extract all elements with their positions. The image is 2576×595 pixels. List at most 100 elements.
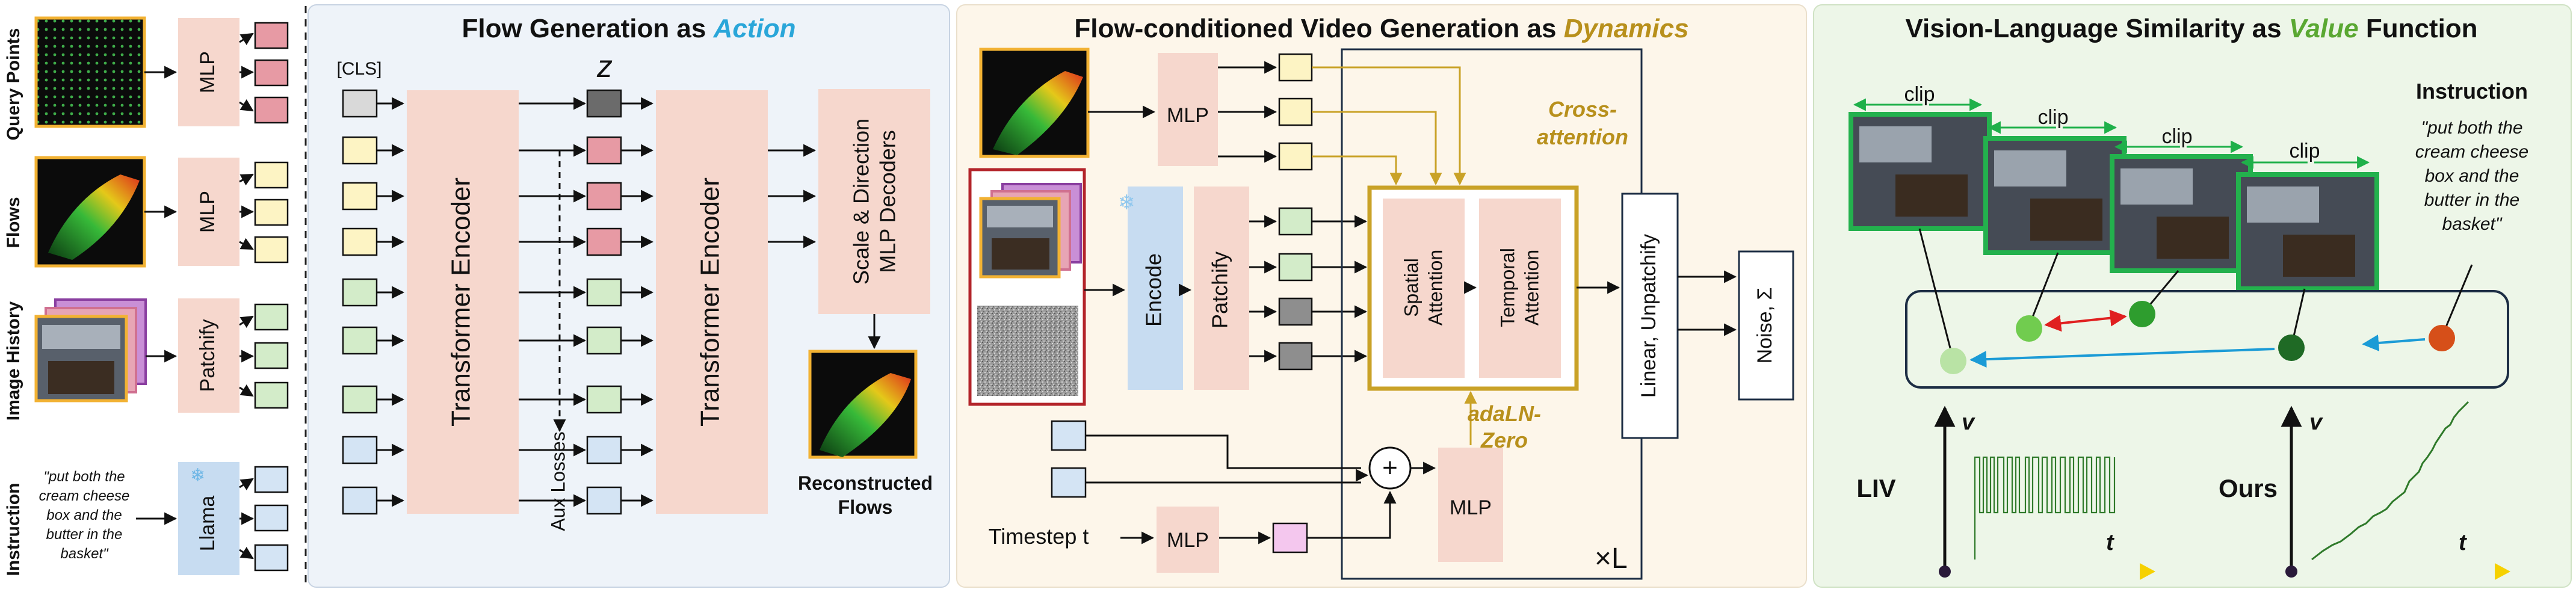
encode-box	[1128, 187, 1183, 390]
temporal-label: Temporal	[1496, 248, 1518, 327]
frozen-snowflake-icon: ❄	[1118, 191, 1135, 214]
reconstructed-flows-image	[808, 350, 918, 459]
embedding-space-box	[1905, 290, 2509, 389]
value-axis-label: v	[1962, 410, 1975, 435]
cross-attention-arrows	[1312, 66, 1466, 186]
mlp-label: MLP	[1167, 529, 1209, 552]
decoder-label: Scale & Direction	[849, 119, 874, 285]
similarity-arrow-red	[2044, 309, 2127, 332]
instruction-text-left: "put both the cream cheese box and the b…	[39, 469, 130, 562]
instruction-line: "put both the	[43, 469, 125, 485]
encoder-label: Transformer Encoder	[696, 177, 725, 427]
row-label-image-history: Image History	[4, 301, 23, 421]
video-frames-input	[968, 168, 1086, 406]
instruction-text-right: "put both the cream cheese box and the b…	[2415, 118, 2528, 234]
spatial-attention-box	[1383, 199, 1465, 378]
cross-attention-label: attention	[1537, 125, 1628, 149]
liv-label: LIV	[1856, 474, 1895, 502]
clip-label: clip	[2161, 125, 2192, 148]
instruction-line: cream cheese	[2415, 142, 2528, 162]
video-tokens	[1278, 207, 1313, 371]
flow-input-image	[979, 48, 1090, 158]
panel2-title: Flow-conditioned Video Generation as Dyn…	[1074, 14, 1688, 43]
noise-frame	[977, 306, 1078, 396]
time-axis-label: t	[2106, 530, 2114, 555]
mlp-label: MLP	[196, 51, 219, 93]
instruction-line: basket"	[60, 546, 109, 562]
timestep-token	[1272, 522, 1308, 553]
mlp-box-flows	[178, 158, 239, 266]
instruction-line: butter in the	[2424, 190, 2519, 210]
language-condition-tokens	[1051, 420, 1087, 498]
row-label-query-points: Query Points	[4, 28, 23, 141]
value-axis-label: v	[2309, 410, 2323, 435]
transformer-encoder-2	[656, 90, 768, 514]
ours-label: Ours	[2219, 474, 2278, 502]
aux-losses-connector	[539, 149, 561, 421]
embedding-point	[2129, 301, 2155, 327]
adaln-label: adaLN-	[1468, 401, 1541, 426]
mlp-box-query	[178, 18, 239, 126]
aux-losses-label: Aux Losses	[547, 431, 569, 531]
liv-value-curve	[1974, 456, 2116, 560]
ours-value-curve	[2311, 401, 2469, 561]
image-history-stack	[34, 298, 147, 402]
embedding-point	[2016, 315, 2042, 342]
spatial-label: Spatial	[1400, 258, 1422, 317]
panel-video-generation: Flow-conditioned Video Generation as Dyn…	[956, 4, 1807, 588]
temporal-label: Attention	[1521, 250, 1542, 325]
row-label-flows: Flows	[4, 197, 23, 248]
patchify-label: Patchify	[1208, 251, 1232, 328]
linear-label: Linear, Unpatchify	[1637, 234, 1660, 398]
patchify-label: Patchify	[196, 319, 219, 392]
instruction-line: basket"	[2442, 214, 2502, 234]
encoder-output-tokens	[254, 22, 289, 572]
plus-icon: +	[1382, 453, 1398, 482]
clip-label: clip	[2037, 106, 2068, 129]
panel-flow-generation: Flow Generation as Action Query Points F…	[4, 4, 950, 588]
panel3-title: Vision-Language Similarity as Value Func…	[1905, 14, 2477, 43]
embedding-point	[2278, 334, 2305, 361]
reconstructed-label: Reconstructed	[798, 472, 933, 494]
row-label-instruction: Instruction	[4, 483, 23, 576]
cls-label: [CLS]	[336, 59, 381, 79]
query-points-image	[34, 16, 146, 128]
temporal-attention-box	[1479, 199, 1561, 378]
panel1-title: Flow Generation as Action	[462, 14, 796, 43]
noise-label: Noise, Σ	[1753, 288, 1776, 364]
reconstructed-label: Flows	[838, 496, 893, 518]
repeat-label: ×L	[1595, 543, 1628, 575]
noise-sigma-box	[1738, 250, 1794, 401]
encode-label: Encode	[1141, 253, 1166, 327]
instruction-line: cream cheese	[39, 488, 130, 504]
patchify-box-video	[1194, 187, 1249, 390]
z-label: z	[596, 49, 613, 84]
mlp-label: MLP	[1167, 104, 1209, 127]
instruction-line: box and the	[46, 507, 122, 523]
instruction-line: butter in the	[46, 526, 123, 543]
embedding-point	[2429, 325, 2455, 351]
clip-label: clip	[2289, 140, 2320, 162]
latent-token-column	[586, 89, 622, 515]
clip-range-arrows	[1853, 98, 2370, 169]
flow-condition-tokens	[1278, 53, 1313, 171]
mlp-label: MLP	[196, 191, 219, 233]
clip-frames	[1849, 112, 2379, 291]
mlp-box-timestep	[1157, 507, 1219, 573]
liv-value-plot: LIV v t	[1856, 405, 2155, 580]
linear-unpatchify-box	[1621, 193, 1679, 439]
mlp-box-flow-cond	[1158, 53, 1218, 166]
time-axis-label: t	[2459, 530, 2467, 555]
embedding-point	[1940, 348, 1966, 374]
scale-direction-decoders	[818, 89, 930, 314]
input-token-column	[342, 89, 378, 515]
instruction-line: box and the	[2425, 166, 2519, 186]
frozen-snowflake-icon: ❄	[190, 466, 205, 486]
ours-value-plot: Ours v t	[2219, 401, 2510, 580]
llama-box	[178, 462, 239, 575]
clip-label: clip	[1904, 83, 1935, 106]
timestep-label: Timestep t	[989, 524, 1089, 549]
flows-image	[34, 156, 146, 268]
similarity-arrow-blue	[1969, 348, 2275, 368]
